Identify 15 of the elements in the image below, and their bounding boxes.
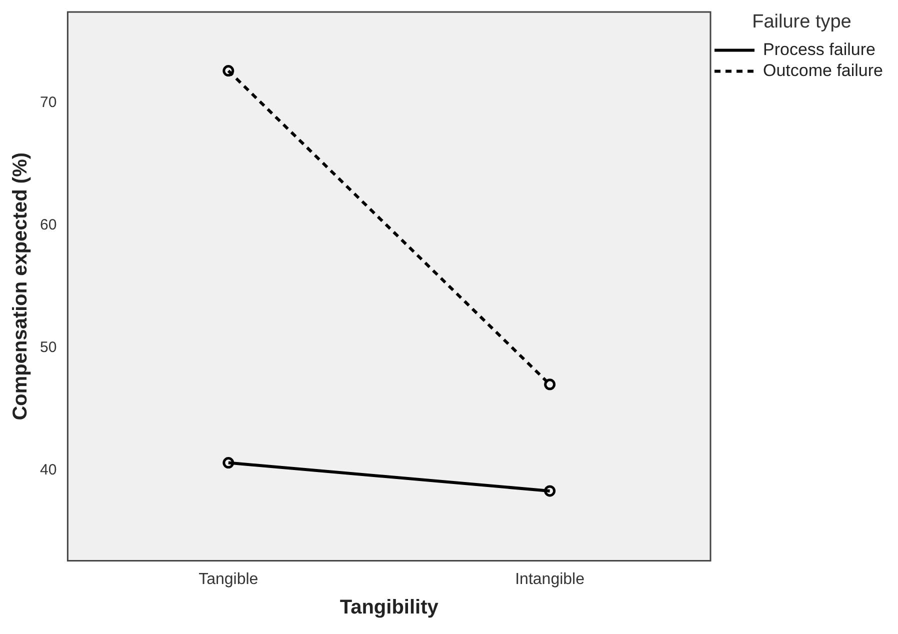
point xyxy=(544,378,556,390)
point xyxy=(222,457,234,469)
legend-label: Outcome failure xyxy=(763,60,884,80)
x-axis-title: Tangibility xyxy=(340,596,440,619)
y-tick-label: 50 xyxy=(40,338,57,356)
x-tick-label: Intangible xyxy=(515,570,585,588)
y-tick-label: 60 xyxy=(40,216,57,234)
x-tick-label: Tangible xyxy=(198,570,258,588)
y-axis-title: Compensation expected (%) xyxy=(10,152,32,420)
y-tick-label: 40 xyxy=(40,461,57,478)
legend-title: Failure type xyxy=(752,12,852,33)
legend-label: Process failure xyxy=(763,40,876,59)
y-tick-label: 70 xyxy=(40,94,57,111)
point xyxy=(544,485,556,497)
point xyxy=(222,65,234,77)
